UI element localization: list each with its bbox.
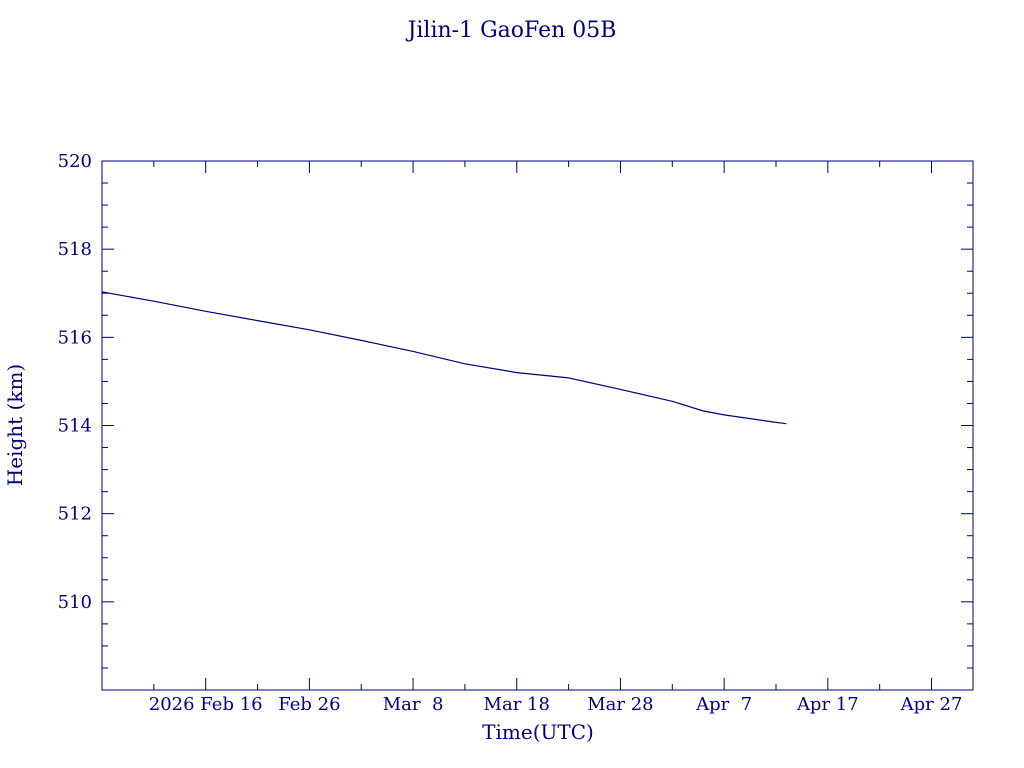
x-tick-label: Apr 17: [796, 694, 859, 715]
x-axis-label: Time(UTC): [482, 720, 594, 744]
plot-frame: [101, 160, 974, 691]
y-axis: 510 512 514 516 518 520: [58, 151, 973, 669]
y-tick-label: 516: [58, 327, 92, 348]
x-tick-label: Mar 28: [587, 694, 653, 715]
height-series-line: [101, 291, 787, 425]
y-tick-label: 520: [58, 151, 92, 172]
x-tick-label: Apr 7: [695, 694, 752, 715]
x-tick-label: Mar 18: [484, 694, 550, 715]
series-layer: [101, 291, 787, 425]
y-tick-label: 512: [58, 504, 92, 525]
x-axis: 2026 Feb 16 Feb 26 Mar 8 Mar 18 Mar 28 Apr 7 A…: [149, 161, 963, 715]
x-tick-label: 2026 Feb 16: [149, 694, 263, 715]
x-tick-label: Mar 8: [383, 694, 444, 715]
y-tick-label: 514: [58, 416, 92, 437]
y-tick-label: 518: [58, 239, 92, 260]
y-axis-label: Height (km): [3, 364, 27, 486]
y-tick-label: 510: [58, 592, 92, 613]
x-tick-label: Apr 27: [900, 694, 963, 715]
x-tick-label: Feb 26: [278, 694, 340, 715]
chart-title: Jilin-1 GaoFen 05B: [406, 18, 617, 43]
